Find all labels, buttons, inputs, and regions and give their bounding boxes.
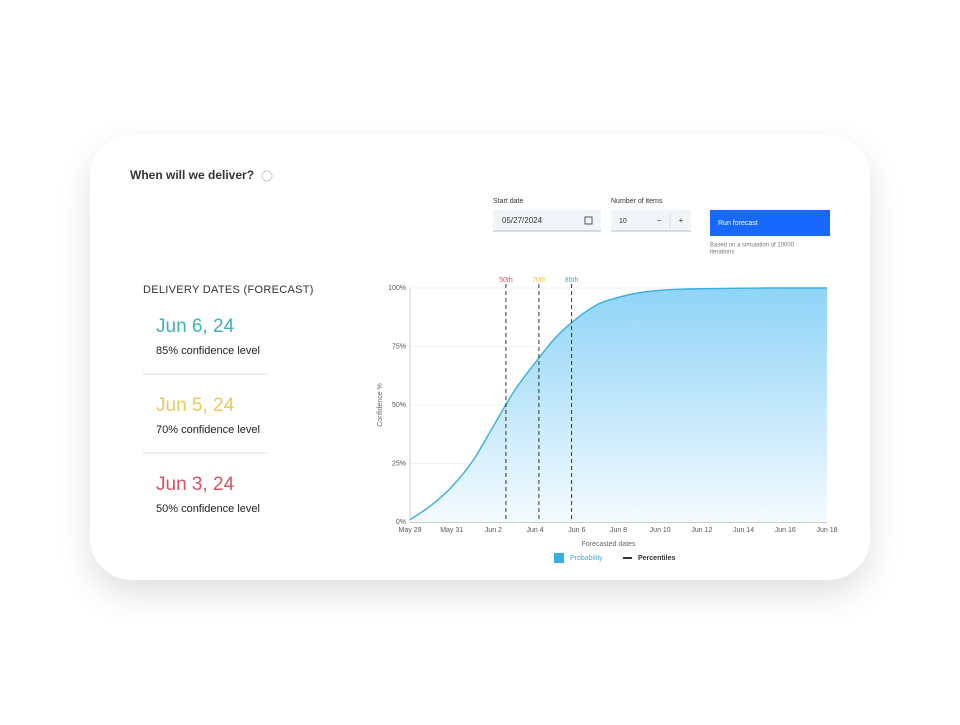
x-tick-label: Jun 4 (527, 527, 544, 534)
x-tick-label: Jun 10 (650, 527, 671, 534)
calendar-icon[interactable] (584, 216, 593, 225)
forecast-title: DELIVERY DATES (FORECAST) (143, 284, 314, 296)
percentile-label: 50th (499, 277, 513, 284)
y-tick-label: 50% (392, 402, 406, 409)
minus-button[interactable]: − (657, 216, 662, 225)
legend-label: Percentiles (638, 555, 675, 562)
percentile-label: 70th (532, 277, 546, 284)
percentile-label: 85th (565, 277, 579, 284)
start-date-label: Start date (493, 198, 523, 205)
forecast-confidence: 50% confidence level (156, 503, 260, 515)
note: Based on a simulation of 10000 (710, 243, 795, 249)
forecast-list: Jun 6, 24 85% confidence level Jun 5, 24 70… (143, 316, 268, 515)
start-date-input[interactable] (493, 210, 601, 231)
forecast-confidence: 70% confidence level (156, 424, 260, 436)
x-tick-label: Jun 16 (775, 527, 796, 534)
forecast-date: Jun 3, 24 (156, 474, 235, 495)
y-axis-label: Confidence % (377, 383, 384, 427)
x-tick-label: Jun 6 (568, 527, 585, 534)
x-tick-label: Jun 18 (816, 527, 837, 534)
x-tick-label: Jun 8 (610, 527, 627, 534)
run-button-label: Run forecast (718, 220, 758, 227)
x-tick-label: May 29 (399, 527, 422, 534)
forecast-confidence: 85% confidence level (156, 345, 260, 357)
area-line (409, 287, 827, 521)
items-input[interactable] (611, 210, 691, 231)
items-value: 10 (619, 218, 627, 225)
y-tick-label: 75% (392, 343, 406, 350)
chart: 0% 25% 50% 75% 100% May 29 May 31 Jun 2 Jun 4 Jun… (377, 277, 838, 563)
legend-swatch (554, 553, 564, 563)
start-date-value: 05/27/2024 (502, 216, 543, 225)
forecast-date: Jun 6, 24 (156, 316, 235, 337)
y-tick-label: 0% (396, 519, 406, 526)
y-tick-label: 100% (388, 285, 406, 292)
info-icon[interactable] (261, 170, 273, 182)
x-tick-label: Jun 12 (691, 527, 712, 534)
y-tick-label: 25% (392, 460, 406, 467)
x-tick-label: Jun 2 (485, 527, 502, 534)
title: When will we deliver? (130, 168, 254, 182)
items-label: Number of items (611, 198, 663, 205)
x-tick-label: May 31 (440, 527, 463, 534)
legend-label: Probability (570, 555, 603, 562)
forecast-date: Jun 5, 24 (156, 395, 235, 416)
run-button[interactable] (710, 210, 830, 236)
x-axis-label: Forecasted dates (581, 541, 636, 548)
plus-button[interactable]: + (679, 216, 684, 225)
note: iterations (710, 250, 734, 256)
area-fill (410, 287, 827, 522)
x-tick-label: Jun 14 (733, 527, 754, 534)
